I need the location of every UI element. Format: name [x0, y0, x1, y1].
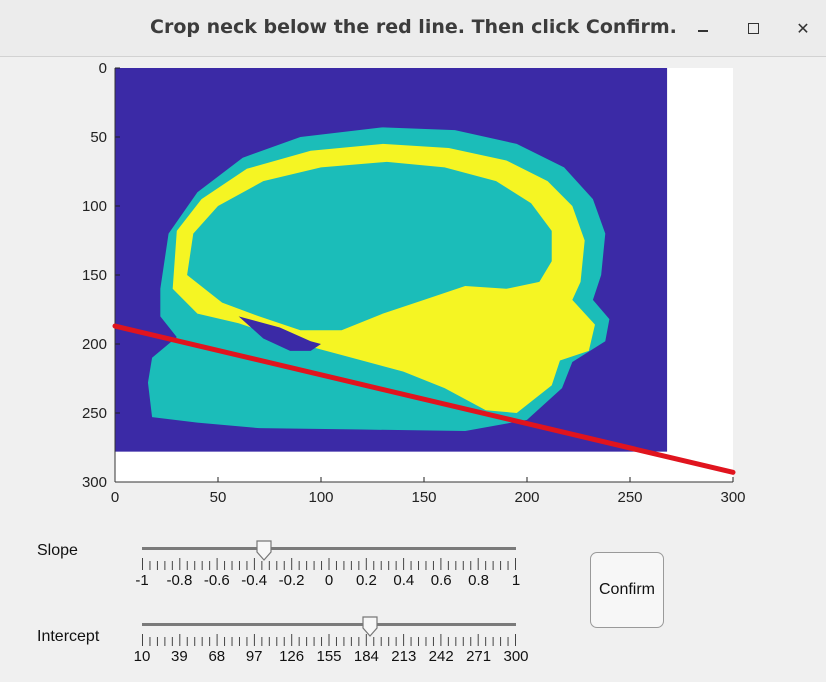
intercept-tick-labels: 10 39 68 97 126 155 184 213 242 271 300 [133, 648, 536, 668]
intercept-tick-label: 155 [316, 648, 342, 665]
x-tick-label: 50 [210, 489, 227, 506]
intercept-tick-label: 300 [503, 648, 529, 665]
minimize-icon [698, 30, 708, 32]
y-tick-label: 0 [99, 60, 107, 77]
x-tick-label: 250 [617, 489, 642, 506]
close-icon: ✕ [796, 18, 810, 38]
intercept-tick-label: 184 [353, 648, 379, 665]
y-tick-label: 150 [82, 267, 107, 284]
intercept-tick-label: 68 [208, 648, 226, 665]
slope-tick-label: 0.6 [430, 572, 452, 589]
intercept-tick-label: 10 [133, 648, 151, 665]
intercept-tick-label: 213 [391, 648, 417, 665]
y-tick-label: 50 [90, 129, 107, 146]
y-tick-label: 200 [82, 336, 107, 353]
slope-tick-label: 0.2 [355, 572, 377, 589]
minimize-button[interactable] [689, 14, 717, 42]
slope-tick-label: -0.4 [241, 572, 268, 589]
y-tick-label: 300 [82, 474, 107, 491]
slope-tick-label: 0.4 [393, 572, 415, 589]
slope-tick-label: 0.8 [468, 572, 490, 589]
inner-tissue-region [187, 161, 552, 331]
x-tick-label: 200 [514, 489, 539, 506]
slope-tick-label: 1 [511, 572, 521, 589]
slope-slider-track[interactable] [142, 547, 516, 550]
x-tick-label: 100 [308, 489, 333, 506]
slope-label: Slope [37, 542, 78, 559]
intercept-slider-thumb[interactable] [362, 616, 378, 638]
slope-slider-thumb[interactable] [255, 540, 272, 562]
maximize-icon [747, 22, 759, 34]
intercept-tick-label: 39 [171, 648, 188, 665]
window-title: Crop neck below the red line. Then click… [150, 16, 677, 38]
dark-cavity-region [238, 316, 321, 351]
slope-tick-label: -0.8 [166, 572, 193, 589]
confirm-button[interactable]: Confirm [590, 552, 664, 628]
slope-tick-label: -1 [135, 572, 149, 589]
intercept-tick-label: 242 [428, 648, 454, 665]
intercept-tick-label: 271 [466, 648, 492, 665]
slope-tick-labels: -1 -0.8 -0.6 -0.4 -0.2 0 0.2 0.4 0.6 0.8 1 [135, 572, 536, 592]
intercept-tick-label: 126 [279, 648, 305, 665]
close-button[interactable]: ✕ [789, 14, 817, 42]
x-tick-label: 150 [411, 489, 436, 506]
title-bar: Crop neck below the red line. Then click… [0, 0, 826, 57]
intercept-slider-track[interactable] [142, 623, 516, 626]
intercept-tick-label: 97 [245, 648, 263, 665]
maximize-button[interactable] [739, 14, 767, 42]
y-tick-label: 100 [82, 198, 107, 215]
x-tick-label: 300 [720, 489, 745, 506]
slope-slider[interactable]: -1 -0.8 -0.6 -0.4 -0.2 0 0.2 0.4 0.6 0.8 1 [135, 540, 526, 602]
x-tick-label: 0 [111, 489, 119, 506]
crop-line [112, 323, 736, 475]
slope-tick-label: -0.2 [278, 572, 305, 589]
intercept-ticks [142, 634, 516, 646]
slope-tick-label: 0 [324, 572, 334, 589]
intercept-label: Intercept [37, 628, 100, 645]
slope-ticks [142, 558, 516, 570]
y-tick-label: 250 [82, 405, 107, 422]
slope-tick-label: -0.6 [203, 572, 230, 589]
intercept-slider[interactable]: 10 39 68 97 126 155 184 213 242 271 300 [134, 616, 529, 678]
